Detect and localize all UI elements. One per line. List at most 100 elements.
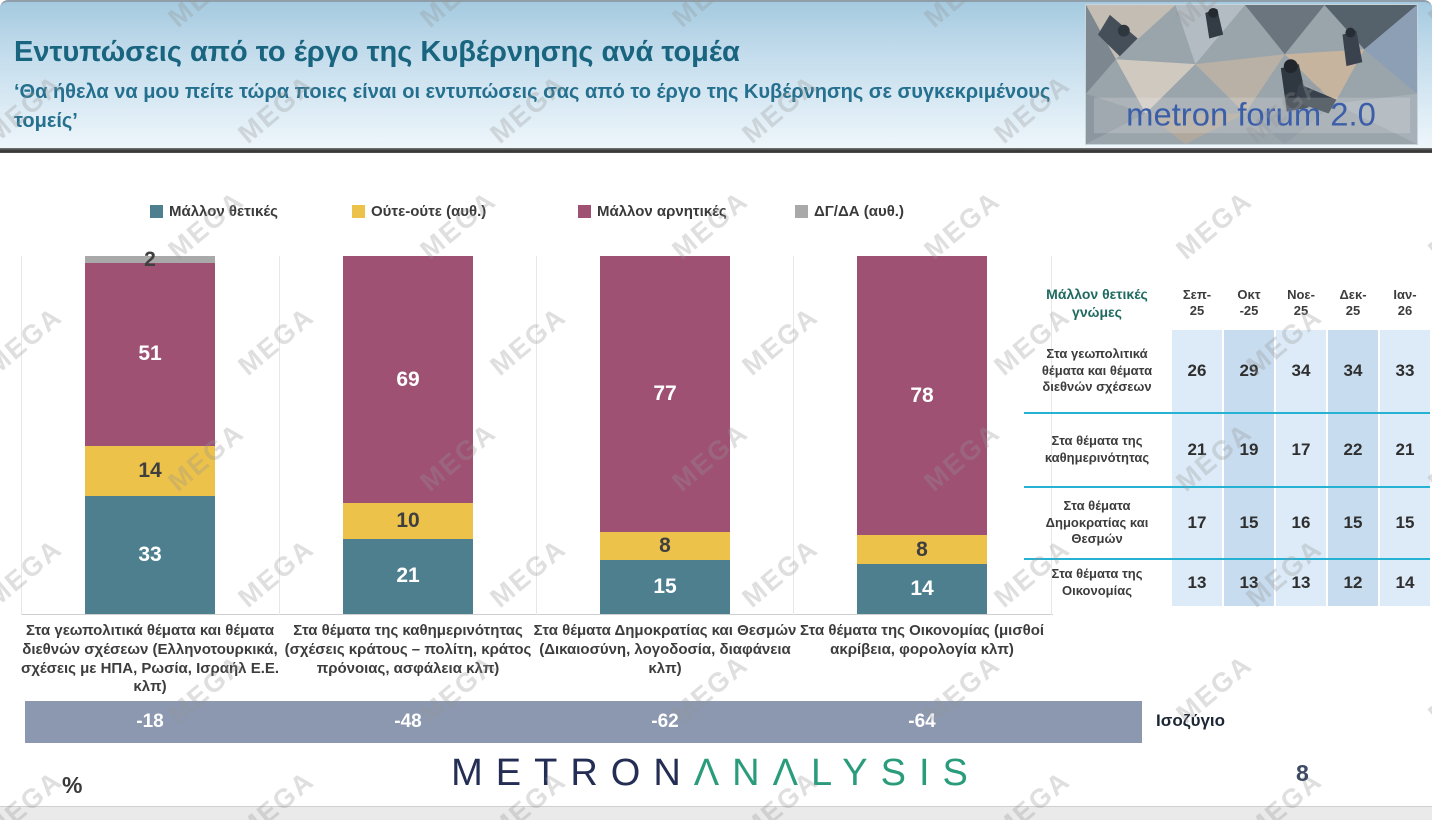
bar-segment: 14 xyxy=(85,445,215,496)
bar-value-label: 33 xyxy=(138,542,162,566)
table-row-label: Στα θέματα της καθημερινότητας xyxy=(1044,433,1150,465)
table-value-cell: 14 xyxy=(1380,560,1430,606)
page-title: Εντυπώσεις από το έργο της Κυβέρνησης αν… xyxy=(14,36,740,68)
metron-forum-logo-text: metron forum 2.0 xyxy=(1126,95,1376,132)
watermark-text: MEGA xyxy=(918,185,1006,266)
percent-unit-label: % xyxy=(62,772,83,798)
bar-value-label: 14 xyxy=(138,458,162,482)
legend-label: Μάλλον θετικές xyxy=(169,203,278,220)
bar-segment: 77 xyxy=(600,256,730,532)
table-value-cell: 21 xyxy=(1172,414,1222,486)
bar-value-label: 14 xyxy=(910,576,934,600)
bar-segment: 15 xyxy=(600,560,730,614)
watermark-text: MEGA xyxy=(162,185,250,266)
bar-segment: 14 xyxy=(857,563,987,614)
table-value-cell: 34 xyxy=(1328,330,1378,412)
table-column-header: Σεπ- 25 xyxy=(1182,286,1212,318)
metron-analysis-logo: METRONΛNΛLYSIS xyxy=(451,752,981,795)
stacked-bar: 14 8 78 xyxy=(857,256,987,614)
legend-swatch-icon xyxy=(578,205,591,218)
legend-item: ΔΓ/ΔΑ (αυθ.) xyxy=(795,203,904,220)
page-subtitle: ‘Θα ήθελα να μου πείτε τώρα ποιες είναι … xyxy=(14,81,1051,132)
legend-label: ΔΓ/ΔΑ (αυθ.) xyxy=(814,203,904,220)
bar-segment: 21 xyxy=(343,538,473,614)
watermark-text: MEGA xyxy=(1422,185,1432,266)
legend-item: Μάλλον θετικές xyxy=(150,203,278,220)
legend-swatch-icon xyxy=(150,205,163,218)
table-row: Στα θέματα Δημοκρατίας και Θεσμών 17 15 16 1… xyxy=(1024,488,1430,560)
balance-value: -64 xyxy=(908,711,936,732)
table-value-cell: 19 xyxy=(1224,414,1274,486)
bar-segment: 8 xyxy=(600,531,730,561)
watermark-text: MEGA xyxy=(666,185,754,266)
gridline xyxy=(793,256,794,615)
stacked-bar-chart: 33 14 51 2 21 10 69 15 8 77 14 8 78 xyxy=(0,247,1080,614)
bar-value-label: 78 xyxy=(910,383,934,407)
header-divider xyxy=(0,148,1432,153)
watermark-text: MEGA xyxy=(414,185,502,266)
legend-swatch-icon xyxy=(795,205,808,218)
bar-segment: 78 xyxy=(857,256,987,536)
bar-value-label: 21 xyxy=(396,564,420,588)
table-row-label: Στα θέματα Δημοκρατίας και Θεσμών xyxy=(1045,497,1149,547)
table-header-row: Μάλλον θετικές γνώμες Σεπ- 25 Οκτ -25 Νοε- … xyxy=(1024,276,1430,330)
balance-label: Ισοζύγιο xyxy=(1156,711,1226,730)
table-value-cell: 13 xyxy=(1224,560,1274,606)
category-label: Στα θέματα της Οικονομίας (μισθοί ακρίβε… xyxy=(799,622,1045,658)
table-value-cell: 15 xyxy=(1328,488,1378,558)
bar-value-label: 8 xyxy=(916,537,928,561)
gridline xyxy=(536,256,537,615)
category-label: Στα θέματα Δημοκρατίας και Θεσμών (Δικαι… xyxy=(533,622,797,677)
legend-item: Ούτε-ούτε (αυθ.) xyxy=(352,203,486,220)
bar-segment: 10 xyxy=(343,503,473,539)
watermark-text: MEGA xyxy=(1422,649,1432,730)
table-column-header: Δεκ- 25 xyxy=(1339,286,1367,318)
table-value-cell: 21 xyxy=(1380,414,1430,486)
legend-label: Μάλλον αρνητικές xyxy=(597,203,727,220)
table-value-cell: 13 xyxy=(1276,560,1326,606)
gridline xyxy=(21,256,22,615)
table-value-cell: 26 xyxy=(1172,330,1222,412)
bar-value-label: 15 xyxy=(653,575,677,599)
table-value-cell: 16 xyxy=(1276,488,1326,558)
page-number: 8 xyxy=(1296,760,1309,786)
bar-value-label: 77 xyxy=(653,381,677,405)
table-title: Μάλλον θετικές γνώμες xyxy=(1046,285,1148,320)
bottom-strip xyxy=(0,806,1432,820)
table-row: Στα θέματα της καθημερινότητας 21 19 17 22 21 xyxy=(1024,414,1430,488)
bar-value-label: 69 xyxy=(396,367,420,391)
bar-segment: 69 xyxy=(343,256,473,504)
bar-value-label: 2 xyxy=(144,247,156,271)
table-value-cell: 15 xyxy=(1380,488,1430,558)
bar-value-label: 10 xyxy=(396,508,420,532)
table-value-cell: 15 xyxy=(1224,488,1274,558)
bar-segment: 33 xyxy=(85,495,215,614)
bar-segment: 2 xyxy=(85,247,215,271)
table-row: Στα γεωπολιτικά θέματα και θέματα διεθνώ… xyxy=(1024,330,1430,414)
table-value-cell: 13 xyxy=(1172,560,1222,606)
table-value-cell: 33 xyxy=(1380,330,1430,412)
table-value-cell: 34 xyxy=(1276,330,1326,412)
x-axis-line xyxy=(21,614,1053,615)
logo-analysis-text: ΛNΛLYSIS xyxy=(693,752,981,794)
category-label: Στα θέματα της καθημερινότητας (σχέσεις … xyxy=(284,622,532,677)
balance-value: -18 xyxy=(136,711,164,732)
table-value-cell: 12 xyxy=(1328,560,1378,606)
table-row-label: Στα θέματα της Οικονομίας xyxy=(1051,566,1143,598)
trend-table: Μάλλον θετικές γνώμες Σεπ- 25 Οκτ -25 Νοε- … xyxy=(1024,276,1430,606)
balance-strip: -18 -48 -62 -64 xyxy=(25,701,1142,743)
table-value-cell: 17 xyxy=(1172,488,1222,558)
stacked-bar: 33 14 51 2 xyxy=(85,247,215,614)
table-value-cell: 29 xyxy=(1224,330,1274,412)
category-label: Στα γεωπολιτικά θέματα και θέματα διεθνώ… xyxy=(20,622,280,696)
gridline xyxy=(279,256,280,615)
table-column-header: Οκτ -25 xyxy=(1237,286,1261,318)
balance-value: -48 xyxy=(394,711,422,732)
legend-swatch-icon xyxy=(352,205,365,218)
gridline xyxy=(1051,256,1052,615)
stacked-bar: 15 8 77 xyxy=(600,256,730,614)
bar-segment: 51 xyxy=(85,263,215,446)
stacked-bar: 21 10 69 xyxy=(343,256,473,614)
legend-item: Μάλλον αρνητικές xyxy=(578,203,727,220)
